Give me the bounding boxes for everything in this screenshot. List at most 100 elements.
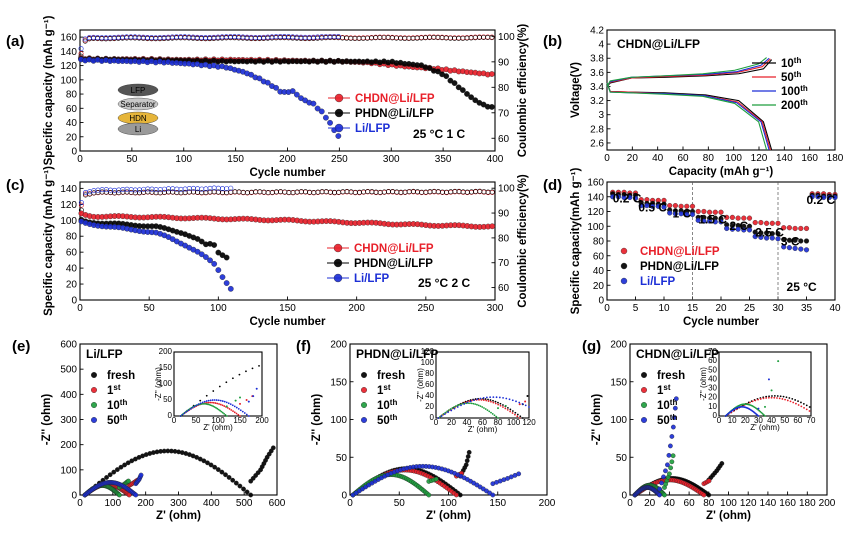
rate-point	[809, 194, 815, 200]
panel-title: CHDN@Li/LFP	[636, 347, 719, 361]
inset-point	[209, 399, 212, 402]
inset-x-tick-label: 60	[793, 416, 802, 425]
inset-y-tick-label: 40	[425, 391, 434, 400]
ce-point	[82, 38, 88, 44]
x-axis-label: Z' (ohm)	[706, 510, 751, 522]
inset-point	[497, 407, 499, 410]
y-tick-label: 60	[66, 248, 78, 259]
inset-point	[494, 402, 497, 405]
inset-point	[228, 408, 231, 410]
inset-point	[521, 417, 524, 419]
rate-point	[712, 209, 718, 215]
inset-y-tick-label: 150	[159, 363, 173, 372]
inset-point	[205, 400, 208, 402]
inset-point	[474, 403, 477, 406]
x-tick-label: 140	[776, 153, 793, 164]
inset-point	[490, 400, 492, 403]
inset-point	[515, 400, 517, 403]
inset-point	[757, 407, 760, 410]
rate-point	[826, 194, 832, 201]
plot-frame-b	[606, 29, 836, 151]
inset-point	[761, 412, 764, 415]
eis-point	[248, 492, 254, 498]
rate-point	[764, 230, 770, 236]
x-tick-label: 200	[348, 303, 365, 314]
y-right-tick-label: 70	[498, 258, 510, 269]
inset-point	[215, 406, 217, 409]
inset-point	[224, 413, 227, 416]
inset-point	[231, 377, 234, 380]
inset-point	[767, 396, 770, 399]
rate-point	[729, 226, 735, 232]
rate-point	[781, 236, 787, 243]
panel-label: (g)	[582, 338, 601, 355]
inset-point	[784, 398, 787, 401]
inset-point	[511, 412, 514, 414]
inset-point	[518, 417, 521, 419]
inset-point	[189, 407, 192, 410]
capacity-point	[489, 71, 495, 77]
y-right-tick-label: 80	[498, 233, 510, 244]
ce-point	[269, 189, 275, 195]
rate-point	[792, 225, 798, 232]
legend-label: CHDN@Li/LFP	[354, 243, 434, 255]
eis-point	[661, 474, 666, 480]
inset-point	[762, 397, 765, 400]
x-axis-label: Cycle number	[249, 316, 326, 328]
x-tick-label: 5	[633, 303, 639, 314]
inset-x-tick-label: 80	[494, 418, 503, 427]
inset-point	[453, 406, 456, 408]
y-tick-label: 100	[610, 415, 627, 426]
eis-point	[669, 434, 675, 439]
inset-point	[495, 415, 498, 418]
inset-point	[505, 397, 508, 400]
inset-point	[241, 410, 244, 413]
inset-point	[497, 403, 500, 406]
panel-title: PHDN@Li/LFP	[356, 347, 438, 361]
legend-label: Li/LFP	[640, 276, 675, 288]
inset-y-tick-label: 60	[708, 356, 717, 365]
x-tick-label: 20	[627, 153, 639, 164]
eis-point	[464, 458, 470, 464]
panel-g: 0 20 40 60 80 100 120 140 160 180 2000501001502000…	[582, 338, 836, 522]
inset-point	[759, 398, 762, 400]
eis-point	[657, 492, 662, 498]
legend-marker	[620, 247, 628, 255]
eis-point	[706, 492, 712, 498]
inset-point	[506, 406, 509, 409]
x-tick-label: 140	[760, 498, 777, 509]
eis-point	[226, 475, 232, 480]
inset-point	[225, 405, 228, 408]
y-tick-label: 60	[66, 104, 78, 115]
x-tick-label: 300	[170, 498, 187, 509]
capacity-point	[443, 73, 450, 80]
eis-point	[118, 464, 124, 470]
inset-point	[206, 403, 209, 406]
inset-y-tick-label: 60	[425, 380, 434, 389]
capacity-point	[223, 254, 230, 261]
rate-point	[701, 208, 707, 215]
y-right-tick-label: 60	[498, 283, 510, 294]
inset-point	[210, 404, 213, 407]
rate-point	[735, 215, 741, 221]
inset-point	[470, 402, 473, 405]
inset-x-label: Z' (ohm)	[203, 423, 233, 432]
legend-label: fresh	[657, 370, 685, 382]
inset-x-tick-label: 100	[211, 416, 225, 425]
y-tick-label: 200	[60, 440, 77, 451]
eis-point	[208, 462, 214, 468]
rate-point	[718, 209, 724, 215]
rate-point	[786, 237, 792, 243]
legend-marker	[620, 277, 628, 285]
rate-point	[786, 245, 792, 251]
legend-marker	[641, 402, 647, 408]
inset-point	[450, 409, 453, 412]
ce-point	[145, 186, 151, 192]
inset-point	[218, 403, 220, 405]
eis-point	[465, 454, 471, 459]
legend-label: PHDN@Li/LFP	[355, 108, 434, 120]
inset-x-tick-label: 150	[233, 416, 247, 425]
